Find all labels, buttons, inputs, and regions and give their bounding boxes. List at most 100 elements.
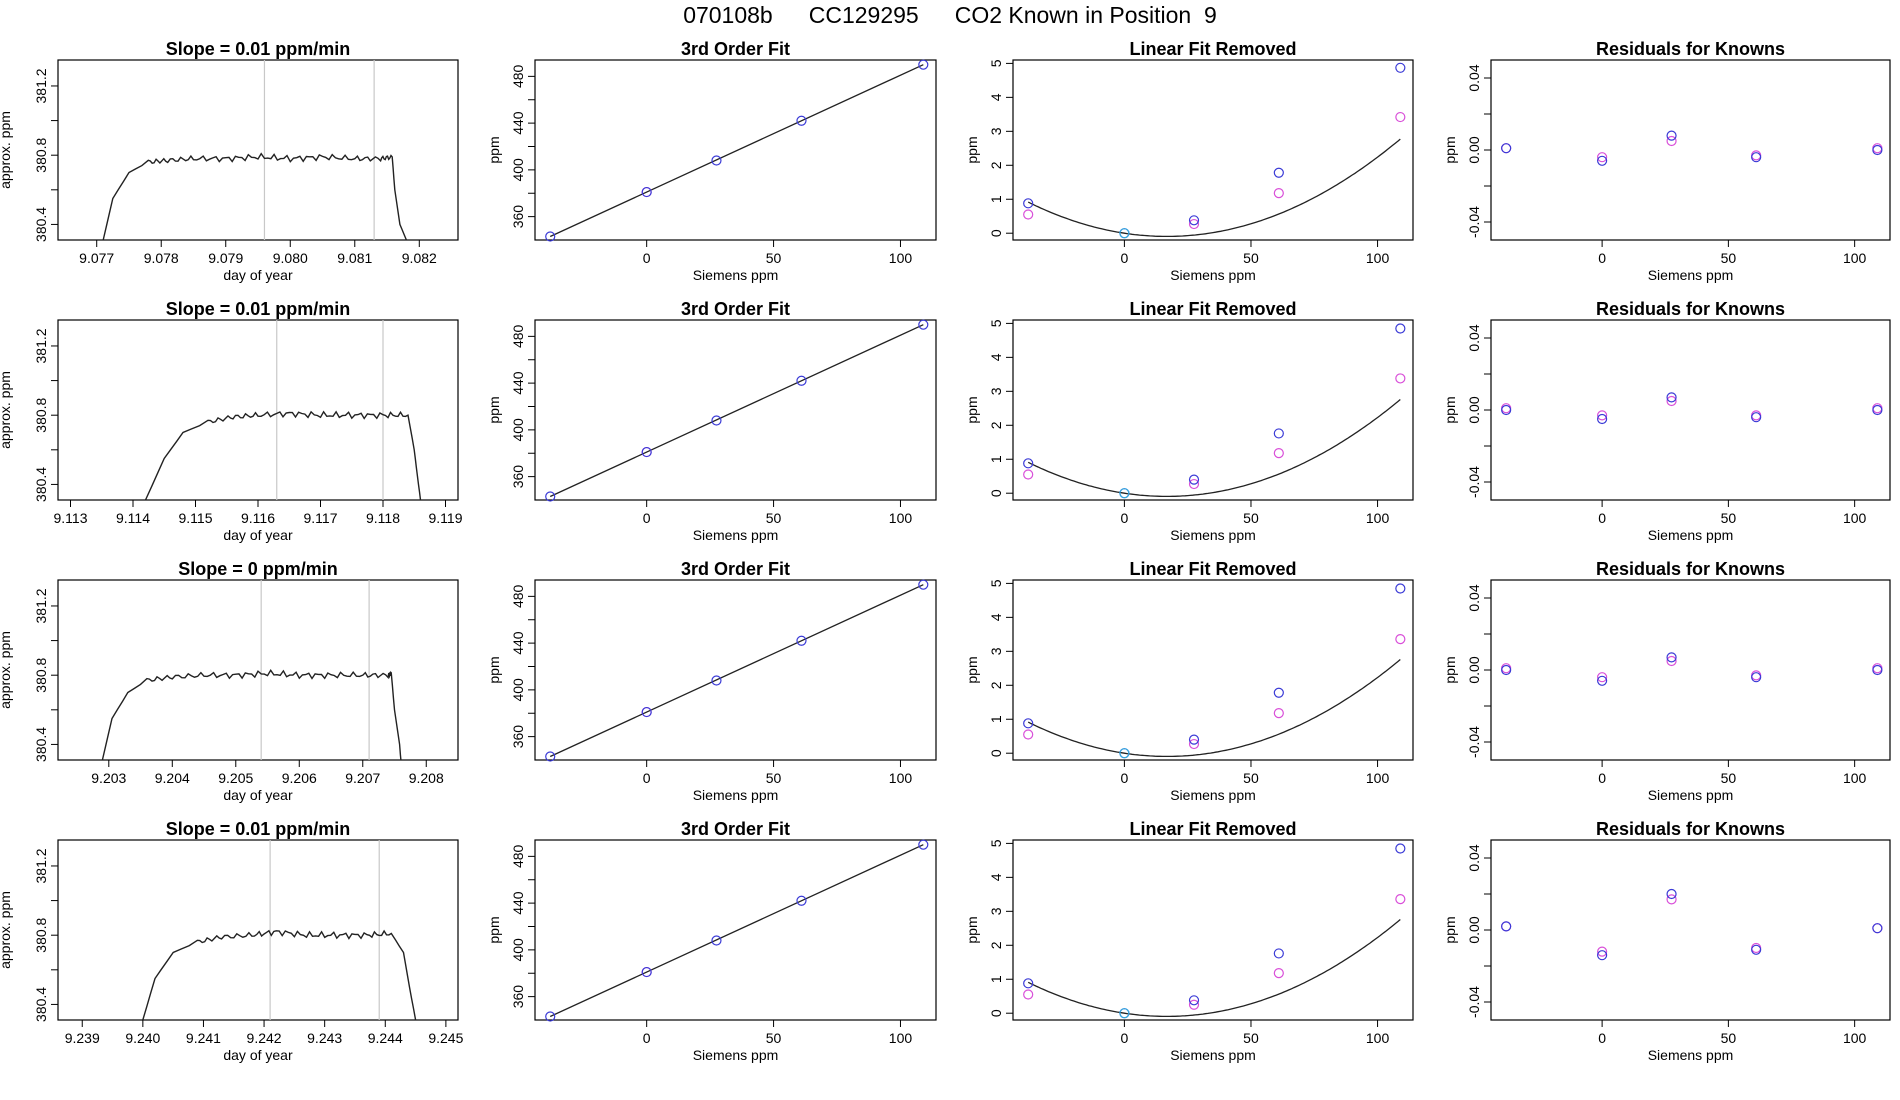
trace-r2-ytick-label: 380.8 <box>33 397 49 432</box>
trace-r1-xtick-label: 9.079 <box>208 250 243 266</box>
linfit-r2-ytick-label: 2 <box>988 421 1004 429</box>
resid-r4-point-blue <box>1872 923 1883 934</box>
linfit-r4-point-magenta <box>1395 893 1406 905</box>
trace-r4-ylabel: approx. ppm <box>0 891 13 969</box>
linfit-r1-point-cyan <box>1119 228 1130 239</box>
resid-r1-point-blue <box>1597 155 1608 166</box>
trace-r3-title: Slope = 0 ppm/min <box>178 559 338 579</box>
fit-r1-title: 3rd Order Fit <box>681 39 790 59</box>
linfit-r2-xtick-label: 50 <box>1243 510 1259 526</box>
trace-r4-trace-line <box>142 929 417 1021</box>
fit-r4-title: 3rd Order Fit <box>681 819 790 839</box>
linfit-r4-point-magenta <box>1273 968 1284 979</box>
resid-r2-title: Residuals for Knowns <box>1596 299 1785 319</box>
trace-r3-xtick-label: 9.205 <box>218 770 253 786</box>
resid-r1-ylabel: ppm <box>1442 136 1458 163</box>
linfit-r4-xtick-label: 0 <box>1120 1030 1128 1046</box>
fit-r3-point-blue <box>641 706 652 718</box>
linfit-r4-point-magenta <box>1023 989 1034 1000</box>
linfit-r1-point-magenta <box>1023 209 1034 220</box>
linfit-r4-point-blue <box>1273 948 1284 959</box>
linfit-r2-point-magenta <box>1188 478 1200 490</box>
linfit-r3-frame <box>1012 579 1414 761</box>
linfit-r2-ytick-label: 1 <box>988 455 1004 463</box>
trace-r4-xtick-label: 9.245 <box>428 1030 463 1046</box>
fit-r2-point-blue <box>545 491 556 502</box>
fit-r4-xtick-label: 100 <box>889 1030 913 1046</box>
fit-r3-title: 3rd Order Fit <box>681 559 790 579</box>
linfit-r1-ytick-label: 2 <box>988 161 1004 169</box>
linfit-r4-ylabel: ppm <box>964 916 980 943</box>
resid-r4-xlabel: Siemens ppm <box>1648 1047 1734 1063</box>
fit-r3-frame <box>534 579 937 761</box>
linfit-r2-ytick-label: 0 <box>988 489 1004 497</box>
linfit-r4-xtick-label: 100 <box>1366 1030 1390 1046</box>
linfit-r3-ytick-label: 2 <box>988 681 1004 689</box>
fit-r4-ylabel: ppm <box>486 916 502 943</box>
fit-r1-xlabel: Siemens ppm <box>693 267 779 283</box>
linfit-r3-xtick-label: 100 <box>1366 770 1390 786</box>
linfit-r2-title: Linear Fit Removed <box>1129 299 1296 319</box>
trace-r2-xtick-label: 9.115 <box>179 510 213 526</box>
fit-r2-point-blue <box>796 375 807 386</box>
resid-r2-point-blue <box>1501 404 1512 416</box>
resid-r2-frame <box>1490 319 1891 501</box>
fit-r3-point-blue <box>796 635 807 646</box>
linfit-r1-ytick-label: 1 <box>988 195 1004 203</box>
linfit-r1-ytick-label: 5 <box>988 59 1004 67</box>
linfit-r4-frame <box>1012 839 1414 1021</box>
resid-r3-point-blue <box>1501 664 1512 676</box>
resid-r3-point-blue <box>1597 675 1608 686</box>
fit-r3-xlabel: Siemens ppm <box>693 787 779 803</box>
linfit-r1-xtick-label: 0 <box>1120 250 1128 266</box>
fit-r1-xtick-label: 100 <box>889 250 913 266</box>
resid-r2-point-magenta <box>1597 410 1608 421</box>
linfit-r1-xtick-label: 100 <box>1366 250 1390 266</box>
resid-r2-xlabel: Siemens ppm <box>1648 527 1734 543</box>
trace-r3-frame <box>57 579 459 761</box>
trace-r3-xlabel: day of year <box>223 787 293 803</box>
fit-r4-xtick-label: 0 <box>643 1030 651 1046</box>
linfit-r3-point-cyan <box>1119 748 1130 759</box>
resid-r3-point-blue <box>1872 664 1883 676</box>
resid-r1-ytick-label: -0.04 <box>1466 206 1482 238</box>
fit-r1-point-blue <box>641 186 652 198</box>
resid-r2-ylabel: ppm <box>1442 396 1458 423</box>
linfit-r4-fit-curve <box>1027 919 1401 1018</box>
trace-r2-xtick-label: 9.117 <box>304 510 338 526</box>
resid-r3-title: Residuals for Knowns <box>1596 559 1785 579</box>
fit-r4-point-blue <box>918 839 929 850</box>
trace-r4-xtick-label: 9.240 <box>125 1030 160 1046</box>
fit-r1-ytick-label: 400 <box>510 158 526 182</box>
fit-r2-ylabel: ppm <box>486 396 502 423</box>
resid-r4-point-magenta <box>1597 946 1608 957</box>
fit-r2-point-blue <box>711 415 722 426</box>
trace-r3-xtick-label: 9.204 <box>155 770 190 786</box>
fit-r3-point-blue <box>918 579 929 590</box>
trace-r3-ylabel: approx. ppm <box>0 631 13 709</box>
resid-r1-point-blue <box>1501 143 1512 154</box>
trace-r4-xtick-label: 9.242 <box>247 1030 282 1046</box>
resid-r4-ytick-label: 0.04 <box>1466 844 1482 871</box>
resid-r1-point-blue <box>1872 144 1883 156</box>
resid-r4-xtick-label: 50 <box>1721 1030 1737 1046</box>
linfit-r2-point-magenta <box>1023 469 1034 480</box>
linfit-r4-ytick-label: 1 <box>988 975 1004 983</box>
fit-r4-ytick-label: 480 <box>510 844 526 868</box>
fit-r4-point-blue <box>641 966 652 978</box>
trace-r2-xtick-label: 9.118 <box>366 510 400 526</box>
fit-r4-xlabel: Siemens ppm <box>693 1047 779 1063</box>
fit-r2-xtick-label: 0 <box>643 510 651 526</box>
resid-r3-xlabel: Siemens ppm <box>1648 787 1734 803</box>
linfit-r2-point-magenta <box>1395 373 1406 384</box>
resid-r4-point-blue <box>1597 950 1608 961</box>
fit-r2-title: 3rd Order Fit <box>681 299 790 319</box>
fit-r2-fit-line <box>549 324 924 498</box>
linfit-r3-point-magenta <box>1188 738 1200 750</box>
resid-r3-point-blue <box>1751 672 1762 683</box>
linfit-r1-xlabel: Siemens ppm <box>1170 267 1256 283</box>
trace-r2-xtick-label: 9.113 <box>54 510 88 526</box>
linfit-r2-point-blue <box>1273 428 1284 439</box>
resid-r1-xtick-label: 100 <box>1843 250 1867 266</box>
trace-r4-title: Slope = 0.01 ppm/min <box>166 819 351 839</box>
